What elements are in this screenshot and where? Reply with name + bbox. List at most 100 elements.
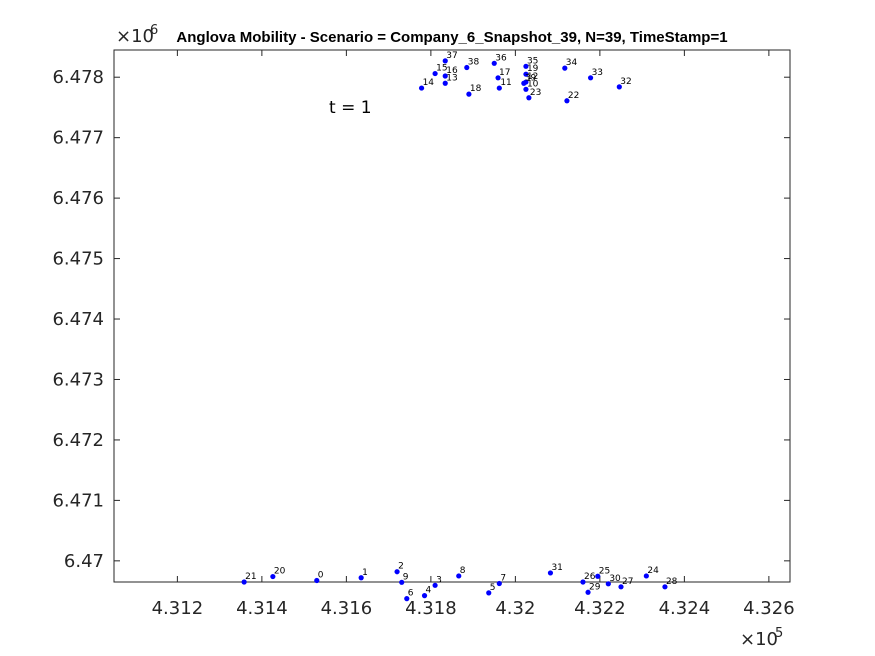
data-point <box>358 575 364 581</box>
data-point <box>523 86 529 92</box>
y-tick-label: 6.474 <box>52 309 104 330</box>
data-point <box>421 593 428 599</box>
point-label: 5 <box>490 583 496 593</box>
y-exponent-multiplier: ×10 <box>116 26 154 47</box>
x-tick-label: 4.32 <box>495 598 535 619</box>
point-label: 17 <box>499 68 510 78</box>
point-label: 2 <box>398 562 404 572</box>
point-label: 10 <box>527 79 539 89</box>
data-point <box>523 63 529 69</box>
point-label: 9 <box>403 572 409 582</box>
y-tick-label: 6.47 <box>64 551 104 572</box>
data-point <box>605 581 611 587</box>
point-label: 22 <box>568 91 579 101</box>
y-tick-label: 6.473 <box>52 369 104 390</box>
point-label: 12 <box>527 72 538 82</box>
x-tick-label: 4.316 <box>321 598 373 619</box>
data-point <box>442 58 448 64</box>
point-label: 32 <box>620 77 631 87</box>
point-label: 21 <box>245 572 256 582</box>
point-label: 36 <box>495 53 507 63</box>
y-tick-label: 6.475 <box>52 249 104 270</box>
data-point <box>585 589 591 595</box>
point-label: 15 <box>436 64 447 74</box>
point-label: 29 <box>589 582 601 592</box>
x-tick-label: 4.324 <box>659 598 711 619</box>
data-point <box>464 64 470 71</box>
y-tick-label: 6.478 <box>52 67 104 88</box>
data-point <box>523 71 529 77</box>
point-label: 8 <box>460 566 466 576</box>
x-tick-label: 4.326 <box>743 598 795 619</box>
data-point <box>314 577 320 584</box>
point-label: 37 <box>446 51 457 61</box>
data-point <box>643 573 649 579</box>
y-axis-ticks: 6.47 6.471 6.472 6.473 6.474 6.475 6.476 6.477 6… <box>52 67 790 572</box>
data-point <box>564 98 570 104</box>
plot-area <box>113 49 791 583</box>
x-tick-label: 4.314 <box>236 598 288 619</box>
point-label: 13 <box>446 73 457 83</box>
y-exponent-value: 6 <box>150 23 158 38</box>
y-tick-label: 6.472 <box>52 430 104 451</box>
y-tick-label: 6.476 <box>52 188 104 209</box>
data-point <box>418 85 425 91</box>
data-point <box>526 95 532 101</box>
data-point <box>496 580 502 587</box>
point-label: 19 <box>527 64 539 74</box>
data-point <box>562 65 568 71</box>
point-label: 30 <box>609 574 621 584</box>
data-point <box>270 573 276 580</box>
data-point <box>495 75 501 81</box>
x-tick-label: 4.312 <box>152 598 204 619</box>
data-point <box>456 573 462 579</box>
data-point <box>521 80 527 86</box>
point-label: 14 <box>423 78 435 88</box>
data-point <box>580 579 586 585</box>
point-label: 38 <box>468 58 480 68</box>
point-label: 1 <box>362 568 368 578</box>
y-tick-label: 6.471 <box>52 490 104 511</box>
point-label: 0 <box>318 570 324 580</box>
data-point <box>442 73 448 79</box>
point-label: 4 <box>426 586 432 596</box>
point-label: 33 <box>592 68 603 78</box>
point-label: 23 <box>530 88 541 98</box>
point-label: 7 <box>500 574 506 584</box>
point-label: 20 <box>274 567 286 577</box>
data-points <box>241 58 668 602</box>
point-label: 25 <box>599 566 610 576</box>
data-point <box>587 75 594 81</box>
x-exponent-value: 5 <box>775 626 783 641</box>
point-label: 26 <box>584 572 596 582</box>
x-tick-label: 4.318 <box>405 598 457 619</box>
point-label: 27 <box>622 577 633 587</box>
point-label: 3 <box>436 575 442 585</box>
data-point <box>486 590 492 596</box>
point-label: 34 <box>566 58 578 68</box>
data-point <box>432 582 438 588</box>
point-label: 6 <box>408 589 414 599</box>
point-label: 11 <box>500 78 511 88</box>
data-point <box>662 584 668 590</box>
point-label: 16 <box>446 66 458 76</box>
x-axis-ticks: 4.312 4.314 4.316 4.318 4.32 4.322 4.324 4.326 <box>152 50 795 619</box>
data-point <box>618 584 624 590</box>
point-label: 28 <box>666 577 678 587</box>
point-label: 39 <box>525 73 537 83</box>
data-point <box>616 84 622 90</box>
data-point <box>496 85 502 91</box>
x-tick-label: 4.322 <box>574 598 626 619</box>
data-point <box>547 570 554 576</box>
point-label: 24 <box>647 566 659 576</box>
chart-title: Anglova Mobility - Scenario = Company_6_… <box>176 29 727 46</box>
data-point <box>432 70 438 77</box>
data-point <box>241 579 247 585</box>
data-point <box>466 91 472 97</box>
point-label: 18 <box>470 84 482 94</box>
point-label: 31 <box>551 563 562 573</box>
data-point <box>491 60 497 66</box>
data-point <box>595 573 601 579</box>
